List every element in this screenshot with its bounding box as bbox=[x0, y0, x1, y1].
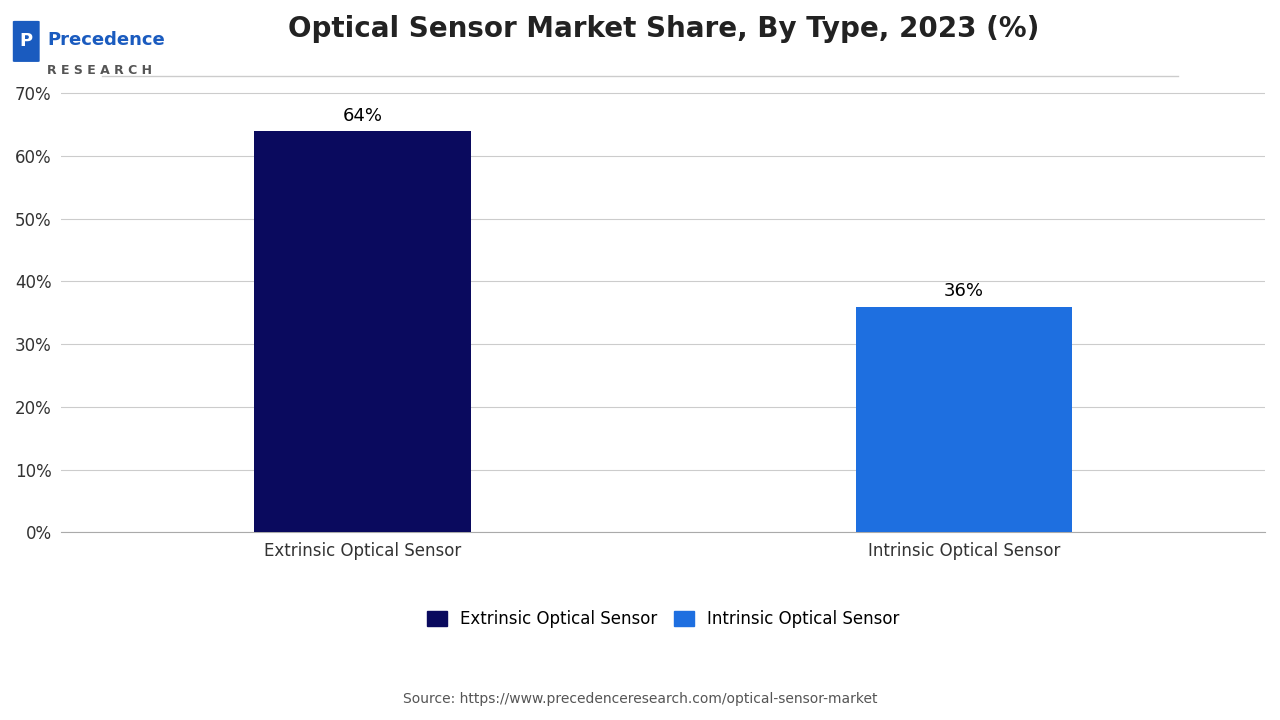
Text: 64%: 64% bbox=[342, 107, 383, 125]
Text: P: P bbox=[19, 32, 33, 50]
Legend: Extrinsic Optical Sensor, Intrinsic Optical Sensor: Extrinsic Optical Sensor, Intrinsic Opti… bbox=[419, 602, 908, 636]
Text: R E S E A R C H: R E S E A R C H bbox=[47, 64, 152, 77]
Text: 36%: 36% bbox=[945, 282, 984, 300]
Text: Source: https://www.precedenceresearch.com/optical-sensor-market: Source: https://www.precedenceresearch.c… bbox=[403, 692, 877, 706]
FancyBboxPatch shape bbox=[13, 21, 40, 62]
Title: Optical Sensor Market Share, By Type, 2023 (%): Optical Sensor Market Share, By Type, 20… bbox=[288, 15, 1039, 43]
Text: Precedence: Precedence bbox=[47, 30, 165, 49]
Bar bbox=[253, 131, 471, 532]
Bar bbox=[856, 307, 1073, 532]
